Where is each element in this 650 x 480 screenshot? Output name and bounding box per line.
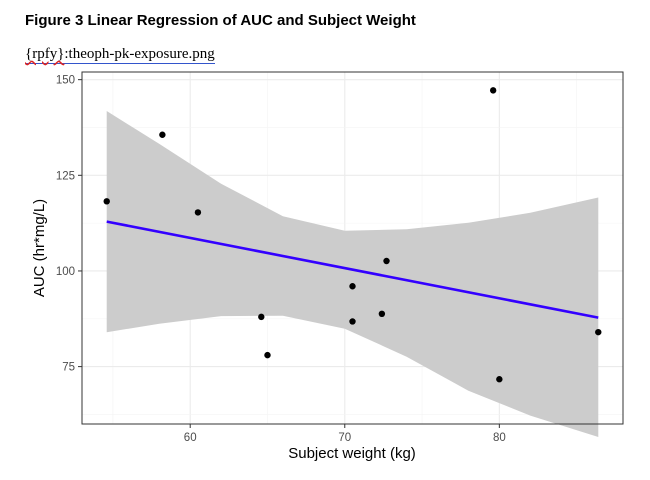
data-point [383, 257, 390, 265]
y-tick-label: 100 [56, 266, 75, 278]
y-tick-label: 150 [56, 75, 75, 87]
x-tick-label: 80 [493, 432, 506, 444]
y-axis-label: AUC (hr*mg/L) [31, 199, 48, 297]
x-tick-label: 60 [184, 432, 197, 444]
x-axis-label: Subject weight (kg) [288, 445, 416, 462]
data-point [264, 351, 271, 359]
axis-layer: 60 70 80 75 100 125 150 [56, 75, 506, 444]
figure-heading: Figure 3 Linear Regression of AUC and Su… [25, 12, 416, 29]
fit-line-layer [106, 220, 599, 319]
data-point [595, 328, 602, 336]
data-point [489, 87, 497, 94]
data-point [349, 318, 356, 325]
data-point [378, 310, 386, 318]
data-point [258, 313, 265, 321]
x-tick-label: 70 [338, 432, 351, 444]
points-layer [103, 87, 602, 383]
plot-border [81, 71, 624, 425]
data-point [194, 209, 202, 216]
data-point [103, 198, 110, 205]
data-point [159, 131, 166, 138]
data-point [349, 283, 356, 290]
confidence-band [106, 111, 599, 437]
regression-line [106, 220, 599, 319]
source-filename-link[interactable]: {rpfy}:theoph-pk-exposure.png [25, 46, 215, 64]
spellcheck-word: {rpfy} [25, 46, 65, 62]
source-filename: :theoph-pk-exposure.png [64, 46, 215, 62]
y-tick-label: 75 [62, 362, 75, 374]
confidence-band-layer [106, 111, 599, 437]
data-point [496, 376, 503, 383]
y-tick-label: 125 [56, 170, 75, 182]
